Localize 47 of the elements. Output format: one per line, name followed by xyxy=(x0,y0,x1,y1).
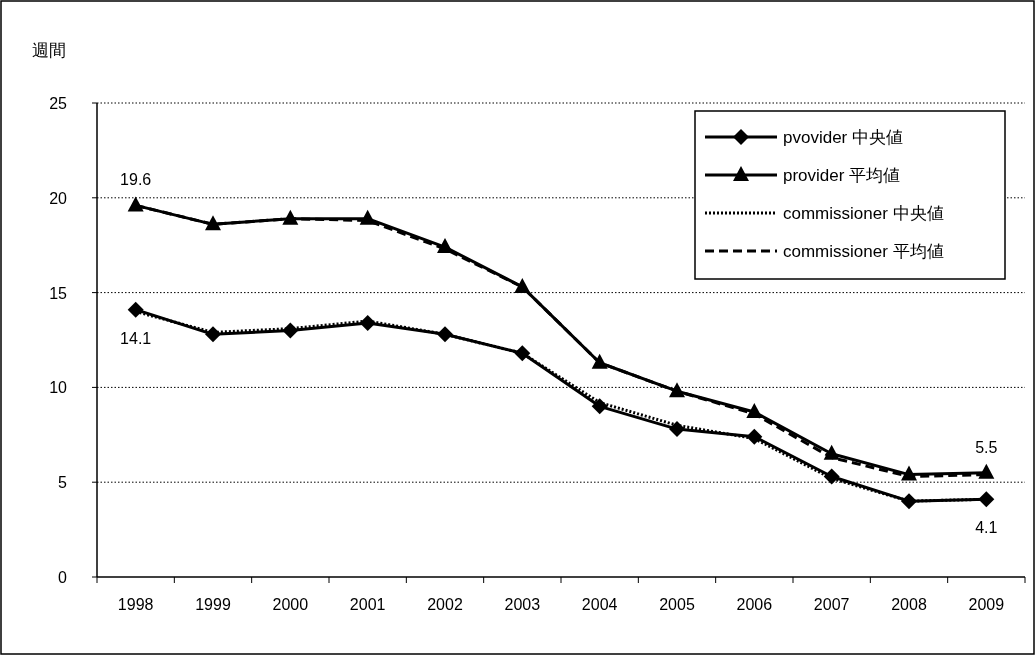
point xyxy=(282,322,299,339)
point xyxy=(591,353,608,369)
point xyxy=(127,301,144,318)
legend-label: commissioner 平均値 xyxy=(783,242,944,261)
y-tick-label: 15 xyxy=(49,284,68,302)
x-tick-label: 2000 xyxy=(272,596,309,613)
x-tick-label: 2009 xyxy=(968,596,1005,613)
y-tick-label: 10 xyxy=(49,379,68,397)
legend-label: commissioner 中央値 xyxy=(783,204,944,223)
y-tick-label: 5 xyxy=(58,474,68,492)
x-tick-label: 1999 xyxy=(195,596,231,613)
point xyxy=(669,421,685,438)
point xyxy=(823,468,840,485)
point xyxy=(359,314,376,331)
point xyxy=(978,491,995,508)
point xyxy=(746,428,763,445)
legend-label: pvovider 中央値 xyxy=(783,128,903,147)
x-tick-label: 2007 xyxy=(813,596,850,613)
y-tick-label: 0 xyxy=(58,569,68,586)
annotation: 19.6 xyxy=(120,171,152,189)
point xyxy=(901,493,917,510)
annotation: 14.1 xyxy=(120,329,152,347)
point xyxy=(127,196,144,212)
x-tick-label: 2001 xyxy=(349,596,386,613)
point xyxy=(282,209,299,225)
x-tick-label: 2004 xyxy=(581,596,618,613)
point xyxy=(514,277,531,293)
x-tick-label: 2003 xyxy=(504,596,541,613)
y-tick-label: 20 xyxy=(49,189,68,207)
x-tick-label: 1998 xyxy=(117,596,154,613)
annotation: 5.5 xyxy=(975,438,998,456)
point xyxy=(437,238,453,254)
point xyxy=(514,345,531,362)
point xyxy=(823,444,840,460)
annotation: 4.1 xyxy=(975,519,998,537)
x-tick-label: 2006 xyxy=(736,596,773,613)
point xyxy=(591,398,608,415)
x-tick-label: 2002 xyxy=(427,596,463,613)
point xyxy=(669,382,685,398)
x-tick-label: 2008 xyxy=(891,596,927,613)
legend-label: provider 平均値 xyxy=(783,166,901,185)
y-axis-title: 週間 xyxy=(32,41,66,60)
y-tick-label: 25 xyxy=(49,95,68,112)
point xyxy=(205,215,221,231)
x-tick-label: 2005 xyxy=(659,596,695,613)
point xyxy=(437,326,453,343)
point xyxy=(205,326,221,343)
